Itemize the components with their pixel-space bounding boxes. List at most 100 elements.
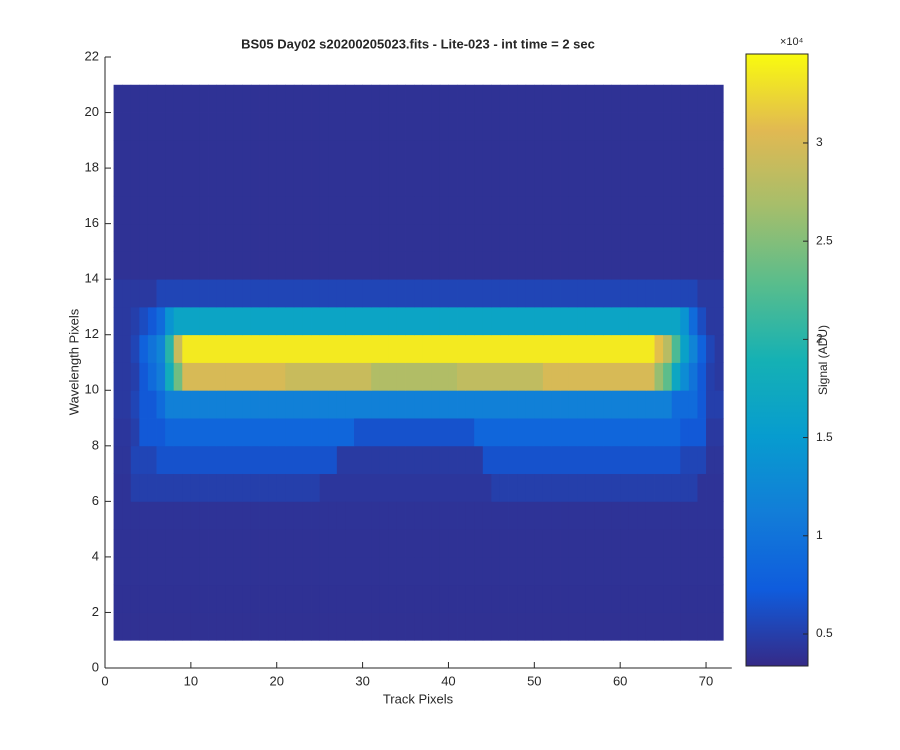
heatmap-cell [250, 168, 260, 197]
heatmap-cell [482, 529, 492, 558]
heatmap-cell [130, 418, 140, 447]
heatmap-cell [482, 418, 492, 447]
heatmap-cell [147, 168, 157, 197]
heatmap-cell [130, 279, 140, 308]
heatmap-cell [122, 501, 132, 530]
heatmap-cell [113, 584, 123, 613]
heatmap-cell [637, 529, 647, 558]
heatmap-cell [122, 251, 132, 280]
heatmap-cell [242, 251, 252, 280]
heatmap-cell [465, 445, 475, 474]
heatmap-cell [534, 362, 544, 391]
heatmap-cell [250, 334, 260, 363]
heatmap-cell [328, 584, 338, 613]
heatmap-cell [603, 223, 612, 252]
heatmap-cell [465, 612, 475, 641]
heatmap-cell [336, 168, 346, 197]
heatmap-cell [130, 501, 140, 530]
heatmap-cell [603, 112, 612, 141]
heatmap-cell [319, 445, 329, 474]
heatmap-cell [697, 223, 707, 252]
heatmap-cell [645, 251, 655, 280]
heatmap-cell [276, 473, 286, 502]
heatmap-cell [431, 529, 441, 558]
heatmap-cell [293, 306, 303, 336]
heatmap-cell [216, 251, 226, 280]
heatmap-cell [208, 390, 218, 419]
heatmap-cell [268, 501, 278, 530]
colorbar-tick-label: 1 [816, 528, 823, 542]
heatmap-cell [250, 306, 260, 336]
heatmap-cell [293, 612, 303, 641]
heatmap-cell [671, 251, 681, 280]
heatmap-cell [216, 473, 226, 502]
heatmap-cell [534, 445, 544, 474]
heatmap-cell [628, 112, 638, 141]
heatmap-cell [551, 584, 561, 613]
heatmap-cell [328, 418, 338, 447]
heatmap-cell [405, 168, 415, 197]
heatmap-cell [491, 279, 501, 308]
heatmap-cell [706, 334, 716, 363]
heatmap-cell [388, 306, 398, 336]
heatmap-cell [534, 84, 544, 113]
heatmap-cell [697, 140, 707, 169]
heatmap-cell [379, 306, 389, 336]
heatmap-cell [491, 362, 501, 391]
heatmap-cell [182, 140, 192, 169]
heatmap-cell [671, 390, 681, 419]
heatmap-cell [293, 279, 303, 308]
heatmap-cell [285, 195, 295, 225]
heatmap-cell [560, 473, 570, 502]
heatmap-cell [122, 168, 132, 197]
heatmap-cell [276, 362, 286, 391]
heatmap-cell [250, 612, 260, 641]
heatmap-cell [225, 390, 235, 419]
heatmap-cell [680, 140, 690, 169]
heatmap-cell [216, 556, 226, 586]
heatmap-cell [414, 501, 424, 530]
heatmap-cell [474, 362, 484, 391]
heatmap-cell [620, 84, 630, 113]
heatmap-cell [568, 251, 578, 280]
heatmap-cell [611, 501, 621, 530]
heatmap-cell [585, 612, 595, 641]
heatmap-cell [431, 195, 441, 225]
heatmap-cell [354, 306, 363, 336]
heatmap-cell [517, 84, 527, 113]
heatmap-cell [603, 168, 612, 197]
heatmap-cell [645, 306, 655, 336]
heatmap-cell [499, 390, 509, 419]
heatmap-cell [311, 223, 321, 252]
heatmap-cell [551, 84, 561, 113]
heatmap-cell [645, 334, 655, 363]
heatmap-cell [311, 445, 321, 474]
heatmap-cell [414, 556, 424, 586]
heatmap-cell [620, 445, 630, 474]
heatmap-cell [250, 584, 260, 613]
heatmap-cell [697, 612, 707, 641]
heatmap-cell [671, 334, 681, 363]
heatmap-cell [542, 195, 552, 225]
heatmap-cell [208, 195, 218, 225]
heatmap-cell [173, 334, 183, 363]
heatmap-cell [439, 390, 449, 419]
heatmap-cell [147, 390, 157, 419]
heatmap-cell [448, 612, 458, 641]
heatmap-cell [336, 334, 346, 363]
heatmap-cell [165, 168, 175, 197]
heatmap-cell [354, 501, 363, 530]
heatmap-cell [620, 556, 630, 586]
heatmap-cell [173, 418, 183, 447]
heatmap-cell [457, 195, 467, 225]
heatmap-cell [130, 306, 140, 336]
heatmap-cell [465, 501, 475, 530]
heatmap-cell [362, 362, 372, 391]
heatmap-cell [611, 584, 621, 613]
heatmap-cell [482, 362, 492, 391]
heatmap-cell [139, 584, 149, 613]
heatmap-cell [603, 279, 612, 308]
heatmap-cell [577, 223, 587, 252]
heatmap-cell [396, 473, 406, 502]
heatmap-cell [525, 473, 535, 502]
